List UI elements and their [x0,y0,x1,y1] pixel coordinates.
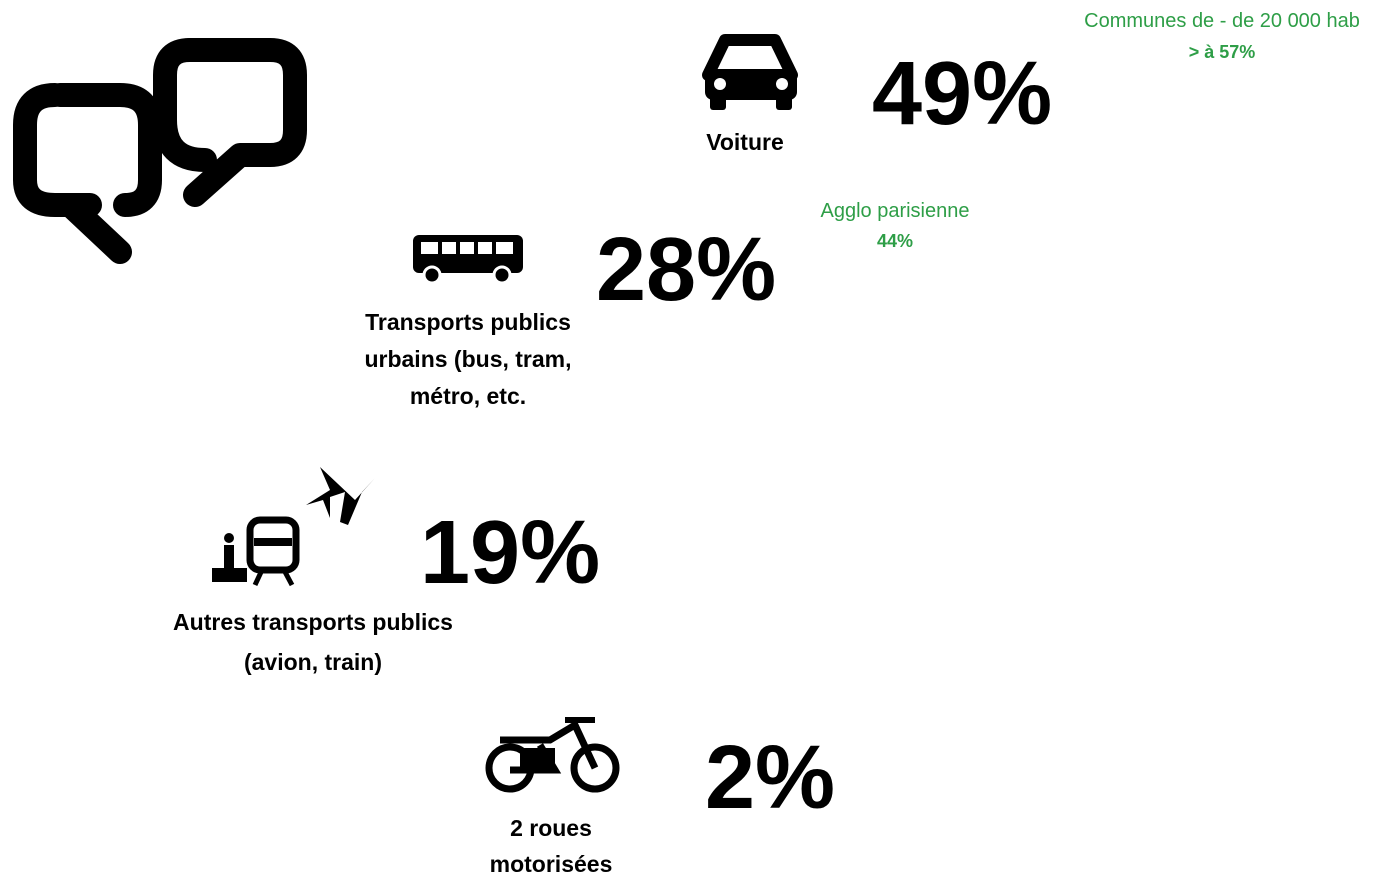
value: 28% [596,220,776,320]
note: Communes de - de 20 000 hab [1084,10,1360,32]
bus-icon [413,235,523,285]
label: (avion, train) [244,649,382,675]
train-plane-icon [212,467,375,587]
label: Transports publics [365,309,571,335]
value: 49% [872,44,1052,144]
value: 2% [705,728,835,828]
note-value: 44% [877,231,913,251]
label: Autres transports publics [173,609,453,635]
value: 19% [420,503,600,603]
note: Agglo parisienne [821,200,970,222]
label: motorisées [490,851,613,877]
label: 2 roues [510,815,592,841]
note-value: > à 57% [1189,42,1256,62]
motorbike-icon [485,717,620,793]
label: Voiture [706,129,784,155]
speech-bubbles-icon [13,38,307,264]
label: métro, etc. [410,383,526,409]
label: urbains (bus, tram, [364,346,571,372]
car-icon [702,34,798,110]
